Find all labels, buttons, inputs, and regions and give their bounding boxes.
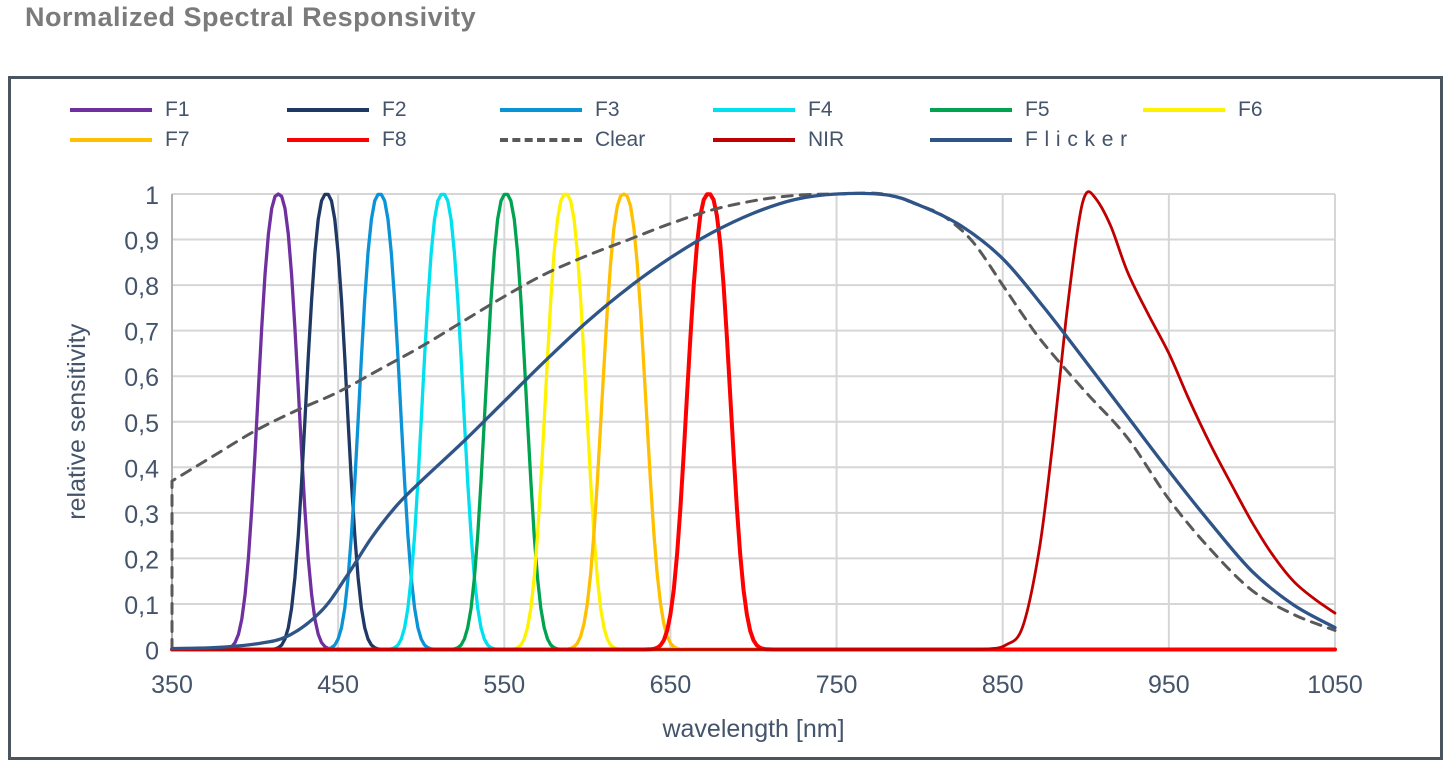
series-flicker-line	[170, 191, 1337, 651]
legend-item-nir: NIR	[713, 127, 844, 153]
legend-label-f6: F6	[1238, 98, 1263, 121]
legend-item-f1: F1	[70, 97, 190, 123]
legend-label-f8: F8	[382, 128, 407, 151]
y-tick-label: 0,4	[124, 455, 159, 483]
series-lines	[170, 190, 1337, 652]
legend-swatch-f4	[713, 108, 795, 112]
legend-item-f7: F7	[70, 127, 190, 153]
x-tick-label: 950	[1148, 671, 1190, 699]
legend-swatch-f5	[930, 108, 1012, 112]
x-tick-label: 1050	[1307, 671, 1363, 699]
page-title: Normalized Spectral Responsivity	[25, 2, 477, 32]
legend-item-f3: F3	[500, 97, 620, 123]
y-tick-label: 0,8	[124, 273, 159, 301]
series-clear-line	[170, 191, 1337, 651]
legend-item-clear: Clear	[500, 127, 645, 153]
y-tick-label: 0,9	[124, 228, 159, 256]
legend-item-f6: F6	[1143, 97, 1263, 123]
legend-label-f5: F5	[1025, 98, 1050, 121]
legend-label-flicker: Flicker	[1025, 128, 1134, 151]
y-tick-label: 0,2	[124, 546, 159, 574]
x-axis-title: wavelength [nm]	[661, 715, 844, 743]
legend-item-f5: F5	[930, 97, 1050, 123]
y-tick-label: 0,5	[124, 410, 159, 438]
legend-swatch-f3	[500, 108, 582, 112]
legend-swatch-flicker	[930, 138, 1012, 142]
legend-label-f7: F7	[165, 128, 190, 151]
y-tick-label: 1	[145, 182, 159, 210]
legend-item-f4: F4	[713, 97, 833, 123]
y-tick-label: 0	[145, 638, 159, 666]
x-tick-label: 450	[317, 671, 359, 699]
legend-label-f1: F1	[165, 98, 190, 121]
series-nir-line	[170, 190, 1337, 651]
y-tick-label: 0,6	[124, 364, 159, 392]
legend-label-clear: Clear	[595, 128, 646, 151]
x-tick-label: 750	[816, 671, 858, 699]
y-tick-label: 0,3	[124, 501, 159, 529]
chart-container: F1 F2 F3 F4 F5 F6 F7 F8 Clear NIR Flicker 350 450 55…	[8, 76, 1443, 760]
legend-item-f8: F8	[287, 127, 407, 153]
legend-swatch-f8	[287, 138, 369, 142]
legend-swatch-f2	[287, 108, 369, 112]
legend-label-f2: F2	[382, 98, 407, 121]
legend-swatch-f1	[70, 108, 152, 112]
x-tick-label: 350	[151, 671, 193, 699]
legend-label-f4: F4	[808, 98, 833, 121]
legend-item-f2: F2	[287, 97, 407, 123]
legend-item-flicker: Flicker	[930, 127, 1134, 153]
x-tick-label: 650	[650, 671, 692, 699]
legend-swatch-clear	[500, 138, 582, 142]
x-tick-label: 850	[982, 671, 1024, 699]
y-tick-label: 0,7	[124, 319, 159, 347]
spectral-responsivity-chart: 350 450 550 650 750 850 950 1050 0 0,1 0,2 0,3 0,4 0,…	[63, 182, 1363, 743]
legend-swatch-f7	[70, 138, 152, 142]
y-tick-label: 0,1	[124, 592, 159, 620]
legend-label-nir: NIR	[808, 128, 845, 151]
y-axis-title: relative sensitivity	[63, 323, 91, 519]
legend-label-f3: F3	[595, 98, 620, 121]
x-tick-label: 550	[483, 671, 525, 699]
legend-swatch-nir	[713, 138, 795, 142]
legend-swatch-f6	[1143, 108, 1225, 112]
